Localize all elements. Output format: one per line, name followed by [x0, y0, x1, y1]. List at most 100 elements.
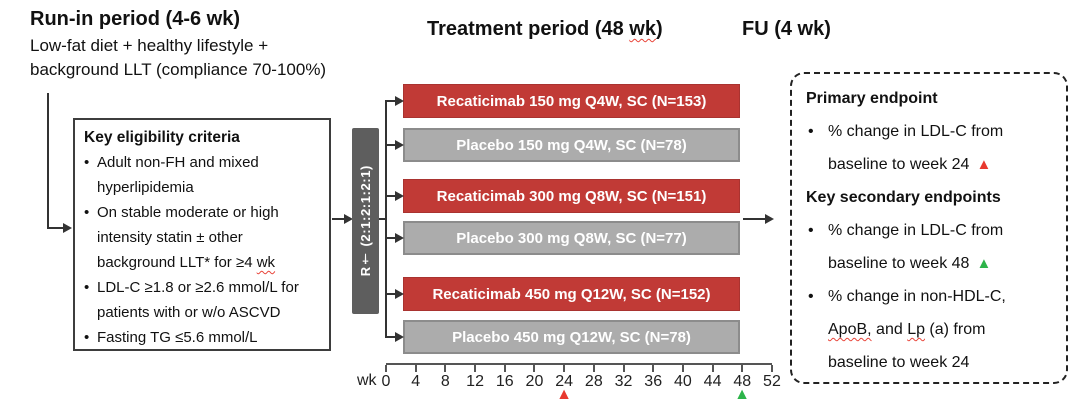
axis-week-label: 20: [525, 373, 544, 390]
bullet-icon: •: [84, 154, 90, 171]
arm-bar-recaticimab-150: Recaticimab 150 mg Q4W, SC (N=153): [403, 84, 740, 118]
eligibility-text: intensity statin ± other: [97, 229, 243, 246]
arm-bar-placebo-450: Placebo 450 mg Q12W, SC (N=78): [403, 320, 740, 354]
axis-week-label: 0: [381, 373, 391, 390]
eligibility-text: Fasting TG ≤5.6 mmol/L: [97, 329, 258, 346]
tick-mark: [681, 365, 684, 372]
red-triangle-icon: ▲: [976, 156, 992, 173]
apob-misspell: ApoB,: [828, 321, 872, 338]
endpoint-item-continued: ApoB, and Lp (a) from: [806, 313, 1052, 346]
eligibility-item: • Fasting TG ≤5.6 mmol/L: [84, 325, 320, 350]
arm-arrowhead-icon: [395, 140, 404, 150]
axis-week-label: 8: [440, 373, 450, 390]
eligibility-item: • LDL-C ≥1.8 or ≥2.6 mmol/L for: [84, 275, 320, 300]
eligibility-text: hyperlipidemia: [97, 179, 194, 196]
eligibility-text: Adult non-FH and mixed: [97, 154, 259, 171]
endpoint-text: baseline to week 24: [828, 354, 970, 371]
week-axis: 0 4 8 12 16 20 24 28 32 36 40 44 48 52: [382, 363, 781, 391]
run-in-arrowhead-icon: [63, 223, 72, 233]
axis-week-label: 12: [466, 373, 484, 390]
endpoint-text: % change in LDL-C from: [828, 222, 1004, 239]
bullet-icon: •: [84, 329, 90, 346]
week24-primary-marker-icon: ▲: [556, 386, 572, 403]
follow-up-title: FU (4 wk): [742, 18, 831, 40]
axis-week-label: 40: [673, 373, 692, 390]
axis-week-label: 28: [584, 373, 603, 390]
eligibility-to-randomization-line: [332, 218, 346, 220]
eligibility-text: On stable moderate or high: [97, 204, 279, 221]
endpoint-text: (a) from: [924, 321, 986, 338]
eligibility-to-randomization-arrowhead-icon: [344, 214, 353, 224]
arm-connector-line: [385, 100, 396, 102]
tick-mark: [503, 365, 506, 372]
arm-connector-line: [385, 336, 396, 338]
arms-to-endpoints-line: [743, 218, 766, 220]
endpoint-item-continued: baseline to week 24: [806, 346, 1052, 379]
endpoint-item-continued: baseline to week 24 ▲: [806, 148, 1052, 181]
tick-mark: [444, 365, 447, 372]
arm-bar-recaticimab-300: Recaticimab 300 mg Q8W, SC (N=151): [403, 179, 740, 213]
treatment-period-title: Treatment period (48 wk): [427, 18, 663, 41]
lp-misspell: Lp: [907, 321, 925, 338]
bullet-icon: •: [808, 123, 814, 140]
eligibility-text: LDL-C ≥1.8 or ≥2.6 mmol/L for: [97, 279, 299, 296]
run-in-connector-vertical-line: [47, 93, 49, 229]
endpoint-item: • % change in non-HDL-C,: [806, 280, 1052, 313]
arms-to-endpoints-arrowhead-icon: [765, 214, 774, 224]
endpoint-text: baseline to week 48: [828, 255, 970, 272]
arm-arrowhead-icon: [395, 191, 404, 201]
eligibility-item-continued: hyperlipidemia: [84, 175, 320, 200]
endpoints-box: Primary endpoint • % change in LDL-C from…: [790, 72, 1068, 384]
run-in-subtitle-line2: background LLT (compliance 70-100%): [30, 60, 327, 79]
eligibility-item: • Adult non-FH and mixed: [84, 150, 320, 175]
tick-mark: [414, 365, 417, 372]
tick-mark: [474, 365, 477, 372]
arm-bar-placebo-300: Placebo 300 mg Q8W, SC (N=77): [403, 221, 740, 255]
endpoint-text: and: [871, 321, 908, 338]
arm-arrowhead-icon: [395, 96, 404, 106]
treatment-title-wk-misspell: wk: [629, 18, 656, 40]
tick-mark: [652, 365, 655, 372]
axis-week-label: 32: [614, 373, 633, 390]
axis-week-label: 4: [411, 373, 421, 390]
tick-mark: [741, 365, 744, 372]
endpoint-item: • % change in LDL-C from: [806, 214, 1052, 247]
endpoint-text: % change in non-HDL-C,: [828, 288, 1006, 305]
eligibility-wk-misspell: wk: [256, 254, 276, 271]
treatment-title-paren: ): [655, 18, 663, 40]
arm-connector-line: [385, 293, 396, 295]
tick-mark: [533, 365, 536, 372]
axis-week-label: 52: [763, 373, 781, 390]
tick-mark: [770, 365, 773, 372]
tick-mark: [385, 365, 387, 372]
tick-mark: [592, 365, 595, 372]
green-triangle-icon: ▲: [976, 255, 992, 272]
eligibility-text: patients with or w/o ASCVD: [97, 304, 281, 321]
tick-mark: [622, 365, 625, 372]
arm-arrowhead-icon: [395, 289, 404, 299]
treatment-title-text: Treatment period (48: [427, 18, 630, 40]
randomization-branch-stub: [379, 218, 387, 220]
axis-unit-label: wk: [357, 372, 377, 389]
eligibility-item-continued: patients with or w/o ASCVD: [84, 300, 320, 325]
week48-secondary-marker-icon: ▲: [734, 386, 750, 403]
endpoint-item: • % change in LDL-C from: [806, 115, 1052, 148]
tick-mark: [563, 365, 566, 372]
eligibility-title: Key eligibility criteria: [84, 129, 240, 146]
endpoint-text: baseline to week 24: [828, 156, 970, 173]
arm-connector-line: [385, 144, 396, 146]
endpoint-text: % change in LDL-C from: [828, 123, 1004, 140]
arm-bar-recaticimab-450: Recaticimab 450 mg Q12W, SC (N=152): [403, 277, 740, 311]
randomization-box: R† (2:1:2:1:2:1): [352, 128, 379, 314]
axis-week-label: 16: [495, 373, 514, 390]
primary-endpoint-title: Primary endpoint: [806, 90, 938, 107]
tick-mark: [711, 365, 714, 372]
bullet-icon: •: [84, 204, 90, 221]
arm-arrowhead-icon: [395, 332, 404, 342]
randomization-branch-vertical-line: [385, 100, 387, 338]
eligibility-item: • On stable moderate or high: [84, 200, 320, 225]
week-axis-ticks: 0 4 8 12 16 20 24 28 32 36 40 44 48 52: [382, 365, 781, 391]
arm-bar-placebo-150: Placebo 150 mg Q4W, SC (N=78): [403, 128, 740, 162]
endpoint-item-continued: baseline to week 48 ▲: [806, 247, 1052, 280]
